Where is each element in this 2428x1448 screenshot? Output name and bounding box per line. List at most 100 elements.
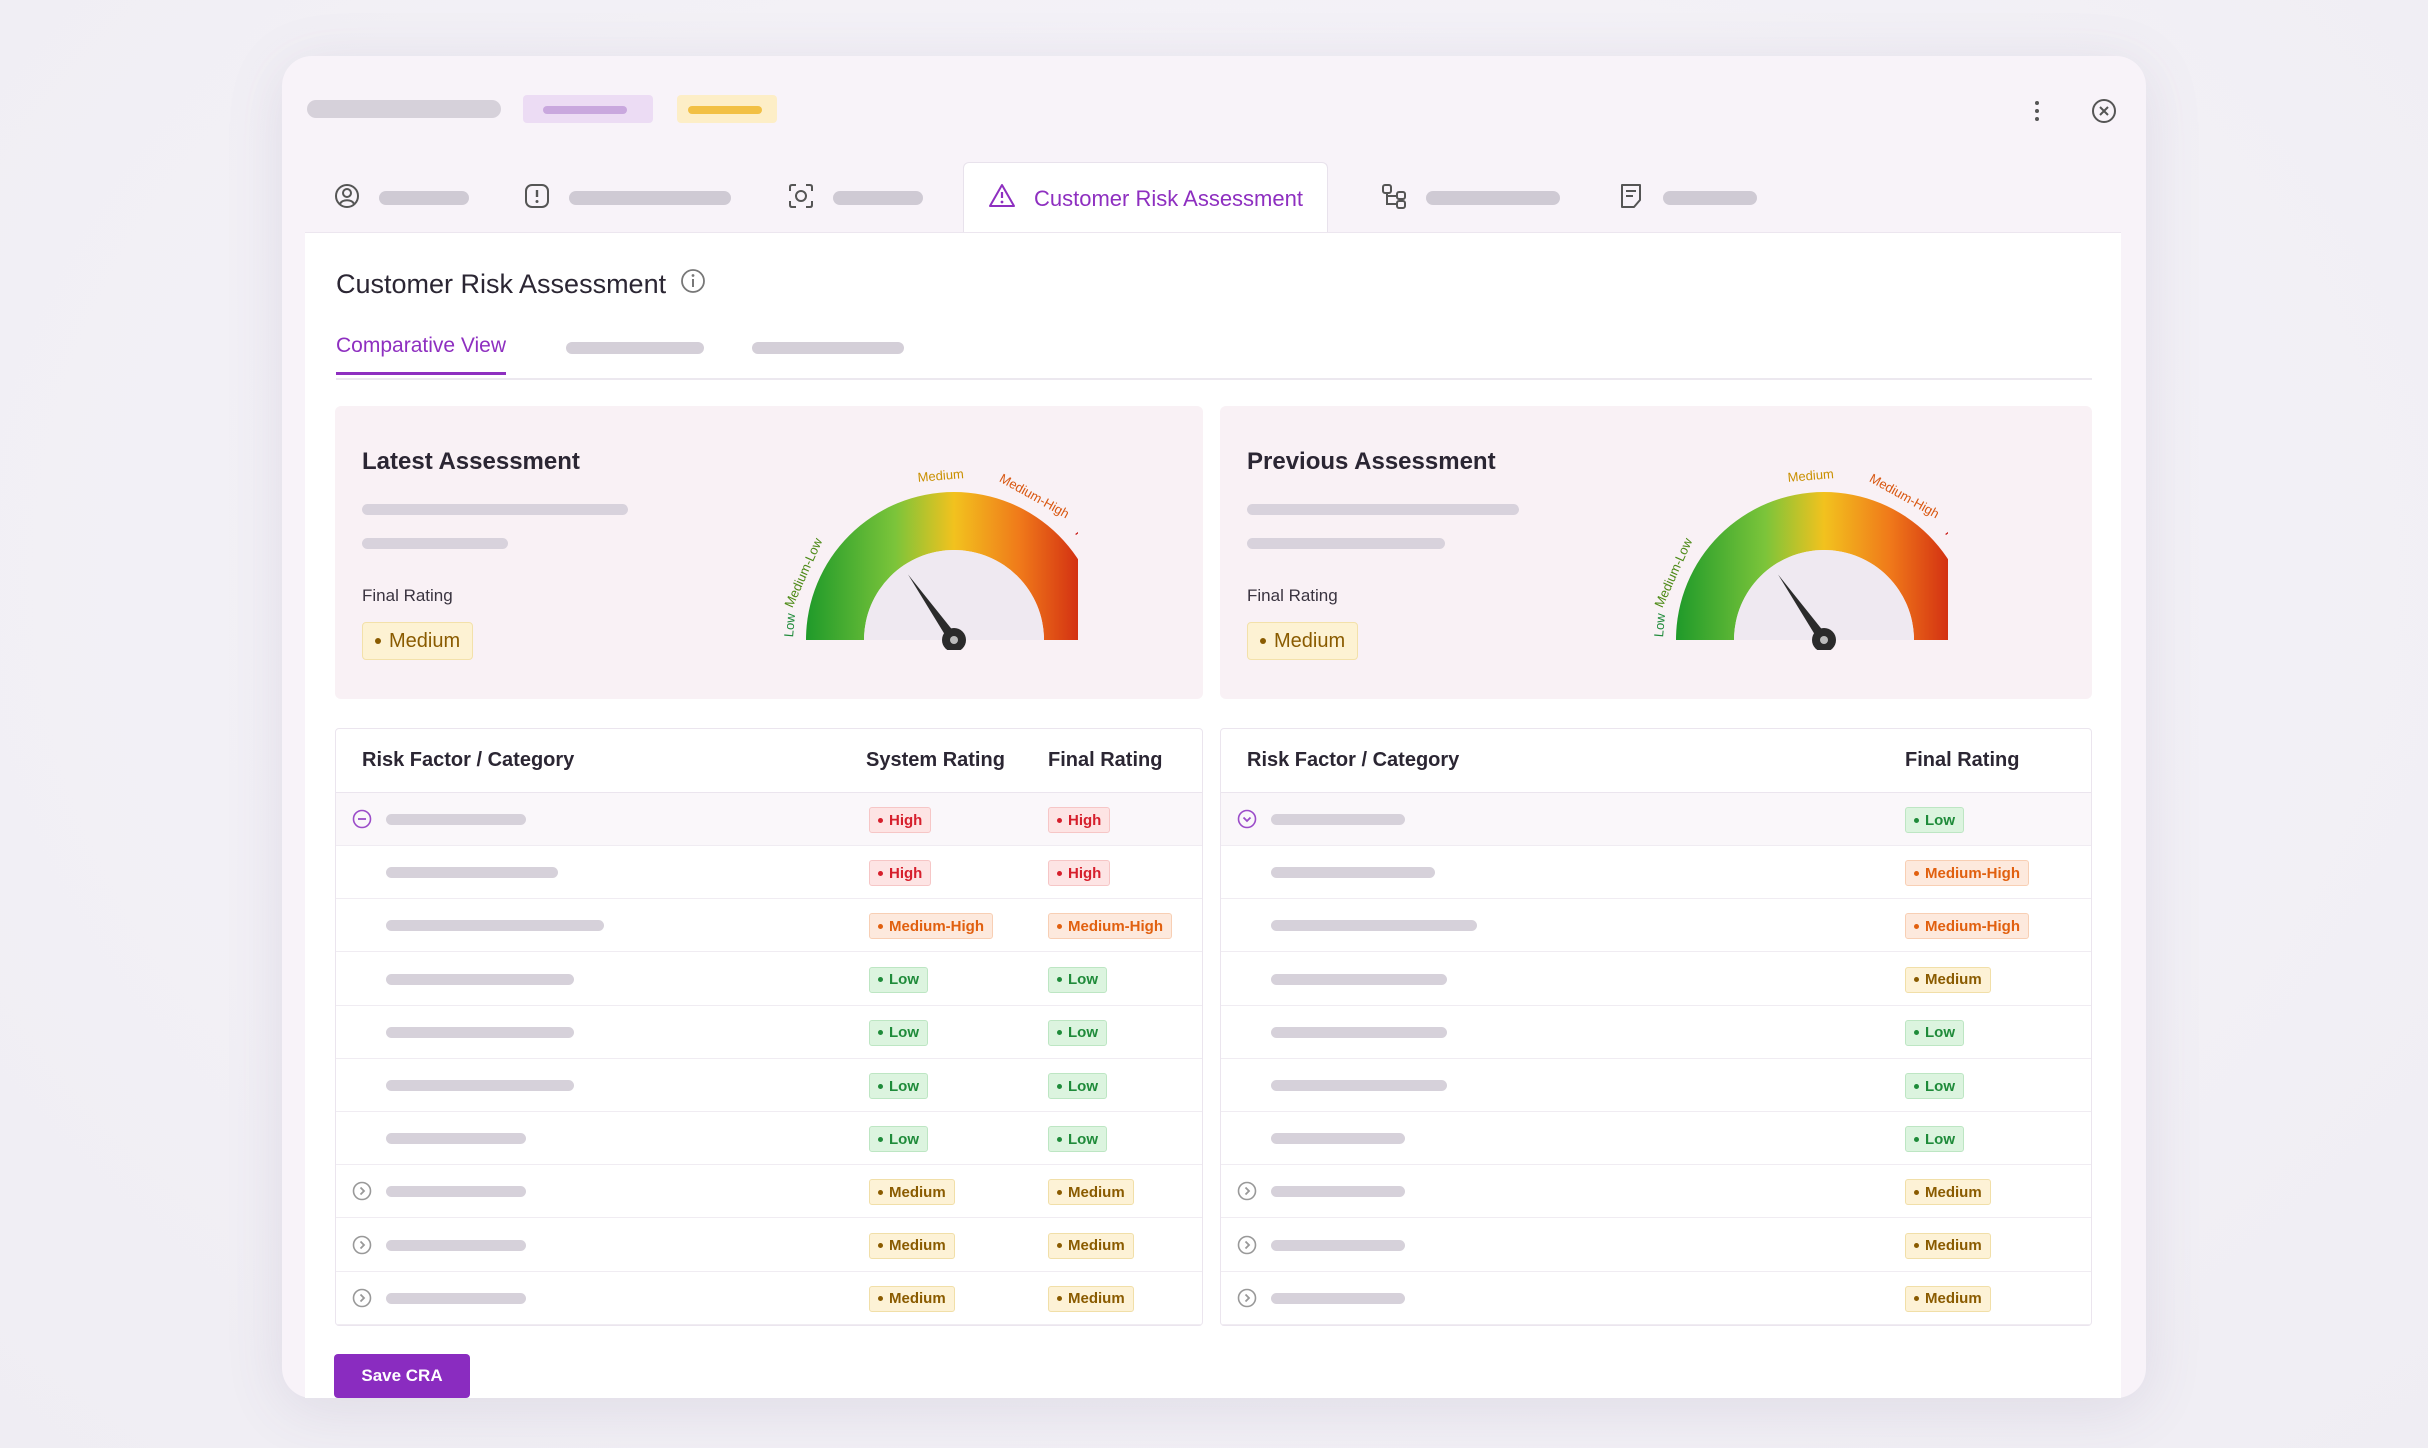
system-rating-badge: Medium-High (869, 913, 993, 940)
header-status-bar (688, 106, 762, 114)
table-header: Risk Factor / Category System Rating Fin… (336, 729, 1202, 793)
gauge-face (864, 550, 1044, 640)
column-header-category: Risk Factor / Category (1247, 749, 1460, 771)
gauge-svg: LowMedium-LowMediumMedium-HighHighUnacce… (1651, 466, 2001, 652)
scan-icon (787, 182, 815, 215)
header-title-placeholder (307, 100, 501, 118)
table-row[interactable]: Medium Medium (336, 1219, 1202, 1272)
final-rating-badge: Medium-High (1905, 913, 2029, 940)
info-icon[interactable] (680, 268, 706, 301)
notes-icon (1617, 182, 1645, 215)
tab-label-placeholder (1426, 191, 1560, 205)
table-row: Medium (1221, 953, 2091, 1006)
tab-label-placeholder (569, 191, 731, 205)
table-row[interactable]: High High (336, 793, 1202, 846)
gauge-label: High (1942, 526, 1948, 556)
system-rating-badge: Low (869, 966, 928, 993)
system-rating-badge: Low (869, 1019, 928, 1046)
final-rating-badge: Low (1048, 966, 1107, 993)
final-rating-badge: Medium (1048, 1232, 1134, 1259)
tab-label-placeholder (833, 191, 923, 205)
table-row[interactable]: Medium Medium (336, 1272, 1202, 1325)
gauge-needle (1778, 574, 1829, 643)
expand-row-icon[interactable] (352, 1181, 372, 1201)
column-header-final-rating: Final Rating (1905, 749, 2020, 771)
expand-row-icon[interactable] (1237, 1235, 1257, 1255)
hierarchy-icon (1380, 182, 1408, 215)
gauge-arc (1676, 492, 1972, 640)
more-menu-icon[interactable] (2022, 96, 2052, 126)
category-placeholder (386, 1239, 526, 1251)
category-placeholder (386, 814, 526, 825)
final-rating-badge: Low (1048, 1073, 1107, 1099)
system-rating-badge: Medium (869, 1232, 955, 1259)
table-row: Medium-High (1221, 899, 2091, 953)
final-rating-badge: High (1048, 807, 1111, 833)
header-tag-bar (543, 106, 627, 114)
system-rating-badge: Medium (869, 1179, 955, 1206)
tab-alerts[interactable] (523, 162, 731, 234)
table-row[interactable]: Medium (1221, 1272, 2091, 1325)
system-rating-badge: High (869, 807, 932, 833)
gauge-label: Low (781, 612, 798, 638)
expand-row-icon[interactable] (352, 1288, 372, 1308)
final-rating-value: Medium (1274, 629, 1346, 652)
table-header: Risk Factor / Category Final Rating (1221, 729, 2091, 793)
category-placeholder (386, 920, 604, 932)
risk-gauge: LowMedium-LowMediumMedium-HighHighUnacce… (1648, 450, 2001, 652)
table-row: Medium-High Medium-High (336, 899, 1202, 953)
subtab-comparative-view[interactable]: Comparative View (336, 334, 507, 375)
final-rating-badge: Low (1905, 1073, 1964, 1099)
category-placeholder (1271, 1186, 1405, 1198)
table-row[interactable]: Low (1221, 793, 2091, 846)
latest-assessment-card: Latest Assessment Final Rating Medium Lo… (335, 406, 1203, 699)
gauge-hub-center (950, 636, 958, 644)
previous-risk-table: Risk Factor / Category Final Rating Low M… (1220, 728, 2092, 1326)
table-row[interactable]: Medium (1221, 1165, 2091, 1219)
final-rating-badge: Medium (1048, 1179, 1134, 1206)
gauge-svg: LowMedium-LowMediumMedium-HighHighUnacce… (781, 466, 1131, 652)
category-placeholder (1271, 1026, 1447, 1038)
final-rating-value: Medium (389, 629, 461, 652)
collapse-row-icon[interactable] (1237, 809, 1257, 829)
table-row[interactable]: Medium (1221, 1219, 2091, 1272)
final-rating-badge: Medium (1048, 1285, 1134, 1312)
category-placeholder (1271, 1080, 1447, 1091)
close-icon[interactable] (2089, 96, 2119, 126)
page-title-text: Customer Risk Assessment (336, 269, 667, 299)
category-placeholder (1271, 973, 1447, 985)
tab-customer-risk-assessment[interactable]: Customer Risk Assessment (963, 162, 1328, 234)
previous-assessment-card: Previous Assessment Final Rating Medium … (1220, 406, 2092, 699)
expand-row-icon[interactable] (1237, 1181, 1257, 1201)
final-rating-badge: Medium (1905, 1232, 1991, 1259)
collapse-row-icon[interactable] (352, 809, 372, 829)
text-placeholder (1247, 538, 1445, 549)
final-rating-label: Final Rating (1247, 586, 1338, 605)
expand-row-icon[interactable] (352, 1235, 372, 1255)
expand-row-icon[interactable] (1237, 1288, 1257, 1308)
category-placeholder (386, 867, 558, 879)
final-rating-badge: Low (1905, 807, 1964, 833)
warning-triangle-icon (988, 182, 1016, 216)
category-placeholder (386, 1292, 526, 1304)
latest-risk-table: Risk Factor / Category System Rating Fin… (335, 728, 1203, 1326)
category-placeholder (1271, 920, 1477, 932)
subtab-placeholder[interactable] (566, 342, 704, 354)
gauge-label: Medium (917, 466, 964, 485)
final-rating-badge: Medium (1905, 1285, 1991, 1312)
table-row[interactable]: Medium Medium (336, 1165, 1202, 1219)
tab-label-placeholder (379, 191, 469, 205)
category-placeholder (386, 1026, 574, 1038)
save-cra-button[interactable]: Save CRA (334, 1354, 470, 1398)
subtab-placeholder[interactable] (752, 342, 904, 354)
tab-customer-profile[interactable] (333, 162, 469, 234)
category-placeholder (386, 1133, 526, 1145)
view-subtabs: Comparative View (336, 330, 2092, 380)
tab-label: Customer Risk Assessment (1034, 185, 1303, 211)
tab-screening[interactable] (787, 162, 923, 234)
tab-relationships[interactable] (1380, 162, 1560, 234)
text-placeholder (1247, 504, 1519, 515)
table-row: Low (1221, 1059, 2091, 1112)
tab-notes[interactable] (1617, 162, 1757, 234)
gauge-needle (908, 574, 959, 643)
